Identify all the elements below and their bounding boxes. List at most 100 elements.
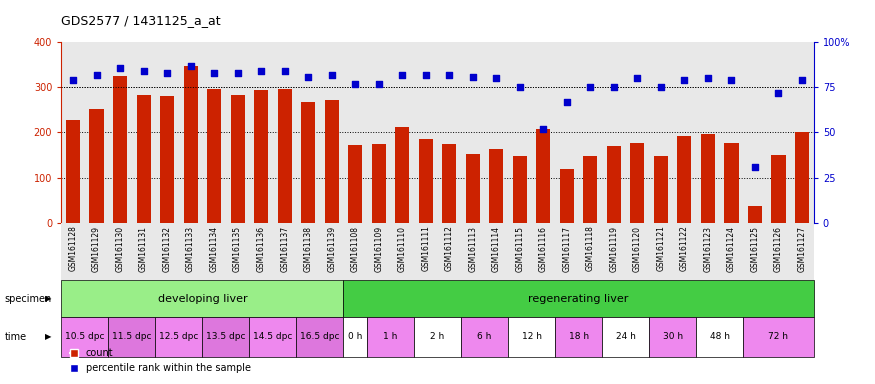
Bar [202,317,249,357]
Point [277,68,291,74]
Text: GSM161119: GSM161119 [609,226,619,271]
Text: GSM161120: GSM161120 [633,226,642,271]
Bar [607,146,621,223]
Text: GSM161124: GSM161124 [727,226,736,271]
Point [466,73,480,79]
Text: GSM161139: GSM161139 [327,226,336,272]
Bar [136,94,150,223]
Text: GSM161113: GSM161113 [468,226,477,271]
Point [89,72,103,78]
Bar [555,317,602,357]
Point [536,126,550,132]
Point [748,164,762,170]
Bar [442,144,457,223]
Text: 24 h: 24 h [616,333,635,341]
Text: GSM161128: GSM161128 [68,226,78,271]
Text: GSM161137: GSM161137 [280,226,289,272]
Text: GSM161116: GSM161116 [539,226,548,271]
Text: 16.5 dpc: 16.5 dpc [300,333,340,341]
Bar [113,76,127,223]
Point [231,70,245,76]
Text: GSM161118: GSM161118 [586,226,595,271]
Text: GDS2577 / 1431125_a_at: GDS2577 / 1431125_a_at [61,14,220,27]
Bar [396,127,410,223]
Text: GSM161132: GSM161132 [163,226,172,271]
Bar [419,139,433,223]
Bar [344,317,367,357]
Legend: count, percentile rank within the sample: count, percentile rank within the sample [66,344,255,377]
Point [724,77,738,83]
Text: GSM161138: GSM161138 [304,226,312,271]
Bar [654,156,668,223]
Bar [677,136,691,223]
Bar [461,317,508,357]
Point [584,84,598,91]
Text: regenerating liver: regenerating liver [528,293,629,304]
Bar [249,317,297,357]
Bar [508,317,555,357]
Point [513,84,527,91]
Text: GSM161133: GSM161133 [186,226,195,272]
Text: 72 h: 72 h [768,333,788,341]
Text: GSM161131: GSM161131 [139,226,148,271]
Text: 14.5 dpc: 14.5 dpc [253,333,292,341]
Text: 2 h: 2 h [430,333,444,341]
Bar [630,143,645,223]
Text: 0 h: 0 h [348,333,362,341]
Point [772,90,786,96]
Bar [743,317,814,357]
Text: GSM161135: GSM161135 [233,226,242,272]
Text: 30 h: 30 h [662,333,682,341]
Text: developing liver: developing liver [158,293,247,304]
Point [795,77,809,83]
Point [113,65,127,71]
Point [677,77,691,83]
Bar [649,317,696,357]
Bar [207,89,221,223]
Bar [297,317,344,357]
Bar [325,101,339,223]
Bar [348,145,362,223]
Bar [584,156,598,223]
Bar [367,317,414,357]
Text: GSM161108: GSM161108 [351,226,360,271]
Point [325,72,339,78]
Text: GSM161126: GSM161126 [774,226,783,271]
Text: GSM161121: GSM161121 [656,226,665,271]
Bar [184,66,198,223]
Bar [231,95,245,223]
Point [66,77,80,83]
Bar [560,169,574,223]
Point [654,84,668,91]
Point [442,72,456,78]
Bar [696,317,743,357]
Text: GSM161136: GSM161136 [256,226,266,272]
Point [560,99,574,105]
Point [207,70,221,76]
Point [630,75,644,81]
Text: GSM161134: GSM161134 [210,226,219,272]
Text: GSM161111: GSM161111 [421,226,430,271]
Bar [277,89,291,223]
Text: 6 h: 6 h [478,333,492,341]
Bar [536,129,550,223]
Bar [748,205,762,223]
Bar [156,317,202,357]
Text: time: time [4,332,26,342]
Bar [372,144,386,223]
Text: 48 h: 48 h [710,333,730,341]
Bar [466,154,480,223]
Bar [61,280,344,317]
Bar [602,317,649,357]
Text: 13.5 dpc: 13.5 dpc [206,333,246,341]
Text: 12 h: 12 h [522,333,542,341]
Point [160,70,174,76]
Text: 11.5 dpc: 11.5 dpc [112,333,151,341]
Text: GSM161115: GSM161115 [515,226,524,271]
Point [396,72,410,78]
Bar [795,132,809,223]
Text: GSM161109: GSM161109 [374,226,383,272]
Bar [772,155,786,223]
Text: GSM161125: GSM161125 [751,226,760,271]
Text: 10.5 dpc: 10.5 dpc [65,333,104,341]
